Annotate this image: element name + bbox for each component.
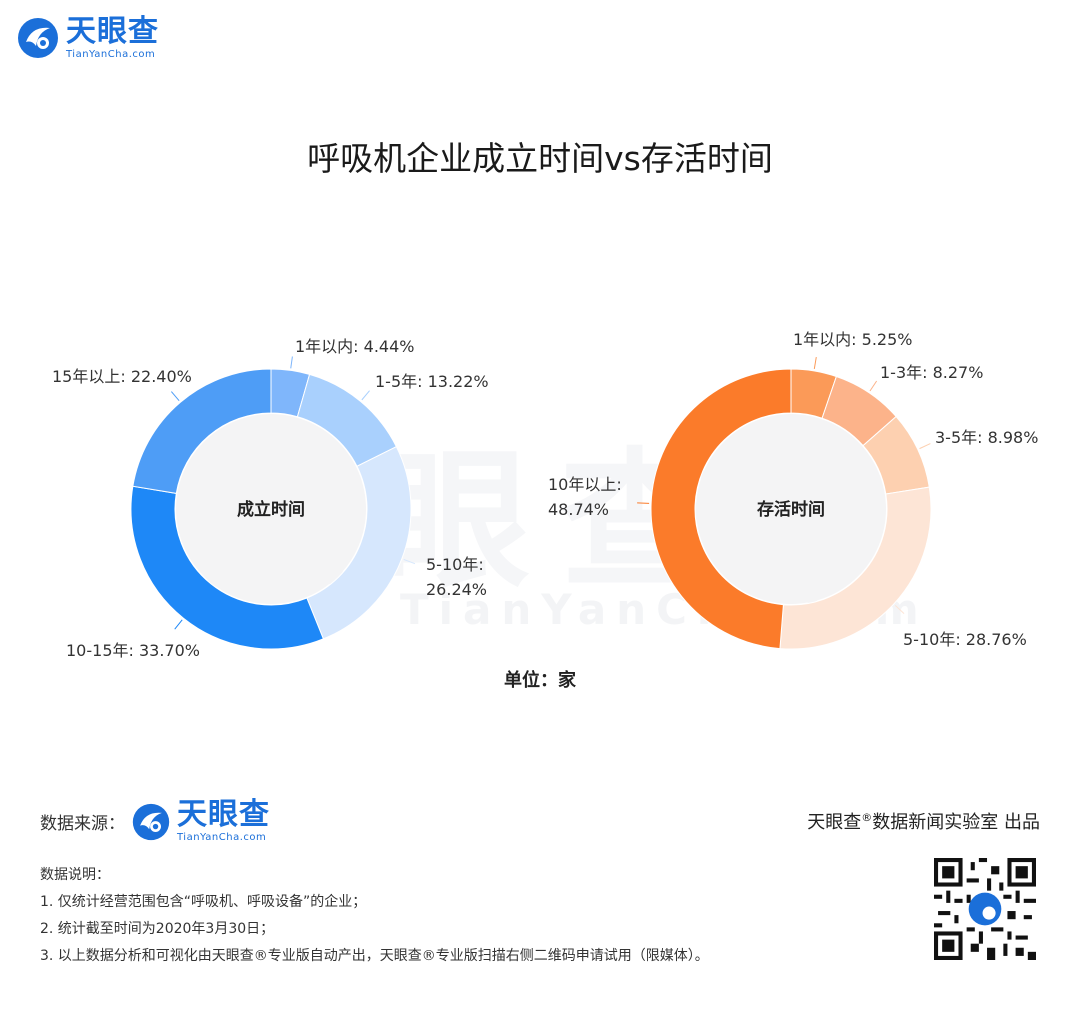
qr-code-icon[interactable]	[934, 858, 1036, 960]
slice-label: 1年以内: 4.44%	[295, 337, 415, 356]
unit-label: 单位：家	[504, 670, 576, 691]
notes-item: 3. 以上数据分析和可视化由天眼查®专业版自动产出，天眼查®专业版扫描右侧二维码…	[40, 948, 709, 964]
source-brand-domain: TianYanCha.com	[177, 832, 267, 843]
slice-label: 3-5年: 8.98%	[935, 428, 1038, 447]
leader-line	[894, 605, 905, 614]
donut-hole	[176, 414, 366, 604]
page-title: 呼吸机企业成立时间vs存活时间	[307, 139, 773, 178]
brand-domain: TianYanCha.com	[66, 48, 156, 60]
donut-slice-10年以上	[650, 368, 792, 650]
donut-slice-10-15年	[130, 485, 325, 650]
tianyancha-logo-icon	[18, 18, 58, 58]
donut-slice-15年以上	[132, 368, 272, 494]
source-row: 数据来源： 天眼查 TianYanCha.com	[40, 800, 270, 843]
source-label: 数据来源：	[40, 814, 125, 834]
slice-label: 10年以上:	[548, 475, 622, 494]
leader-line	[290, 356, 293, 369]
slice-label: 1-5年: 13.22%	[375, 372, 489, 391]
leader-line	[361, 390, 370, 401]
donut-center-label: 成立时间	[237, 499, 305, 520]
leader-line	[813, 357, 817, 370]
slice-label: 5-10年:	[426, 555, 484, 574]
donut-hole	[696, 414, 886, 604]
donut-center-label: 存活时间	[757, 499, 825, 520]
leader-line	[174, 619, 183, 630]
data-notes: 数据说明： 1. 仅统计经营范围包含“呼吸机、呼吸设备”的企业； 2. 统计截至…	[40, 862, 709, 970]
tianyancha-logo-icon	[132, 803, 170, 840]
leader-line	[869, 380, 878, 392]
brand-name: 天眼查	[66, 13, 159, 49]
producer-reg: ®	[861, 811, 873, 824]
donut-charts: 1年以内: 4.44% 1-5年: 13.22% 5-10年: 26.24% 10-15…	[52, 330, 1038, 660]
slice-label: 15年以上: 22.40%	[52, 367, 192, 386]
leader-line	[170, 391, 180, 402]
producer-prefix: 天眼查	[807, 812, 862, 833]
donut-chart-1: 1年以内: 4.44% 1-5年: 13.22% 5-10年: 26.24% 10-15…	[52, 337, 489, 660]
slice-label-value: 48.74%	[548, 500, 609, 519]
donut-chart-2: 1年以内: 5.25% 1-3年: 8.27% 3-5年: 8.98% 5-10年: …	[548, 330, 1038, 650]
leader-line	[403, 558, 416, 565]
notes-item: 1. 仅统计经营范围包含“呼吸机、呼吸设备”的企业；	[40, 894, 367, 910]
notes-heading: 数据说明：	[40, 867, 110, 883]
slice-label: 1年以内: 5.25%	[793, 330, 913, 349]
slice-label-value: 26.24%	[426, 580, 487, 599]
producer-suffix: 数据新闻实验室 出品	[872, 812, 1040, 833]
slice-label: 10-15年: 33.70%	[66, 641, 200, 660]
slice-label: 5-10年: 28.76%	[903, 630, 1027, 649]
source-brand-name: 天眼查	[177, 797, 270, 832]
leader-line	[919, 443, 931, 450]
producer-credit: 天眼查®数据新闻实验室 出品	[807, 808, 1040, 834]
header-logo: 天眼查 TianYanCha.com	[16, 16, 159, 60]
notes-item: 2. 统计截至时间为2020年3月30日；	[40, 921, 275, 937]
slice-label: 1-3年: 8.27%	[880, 363, 983, 382]
